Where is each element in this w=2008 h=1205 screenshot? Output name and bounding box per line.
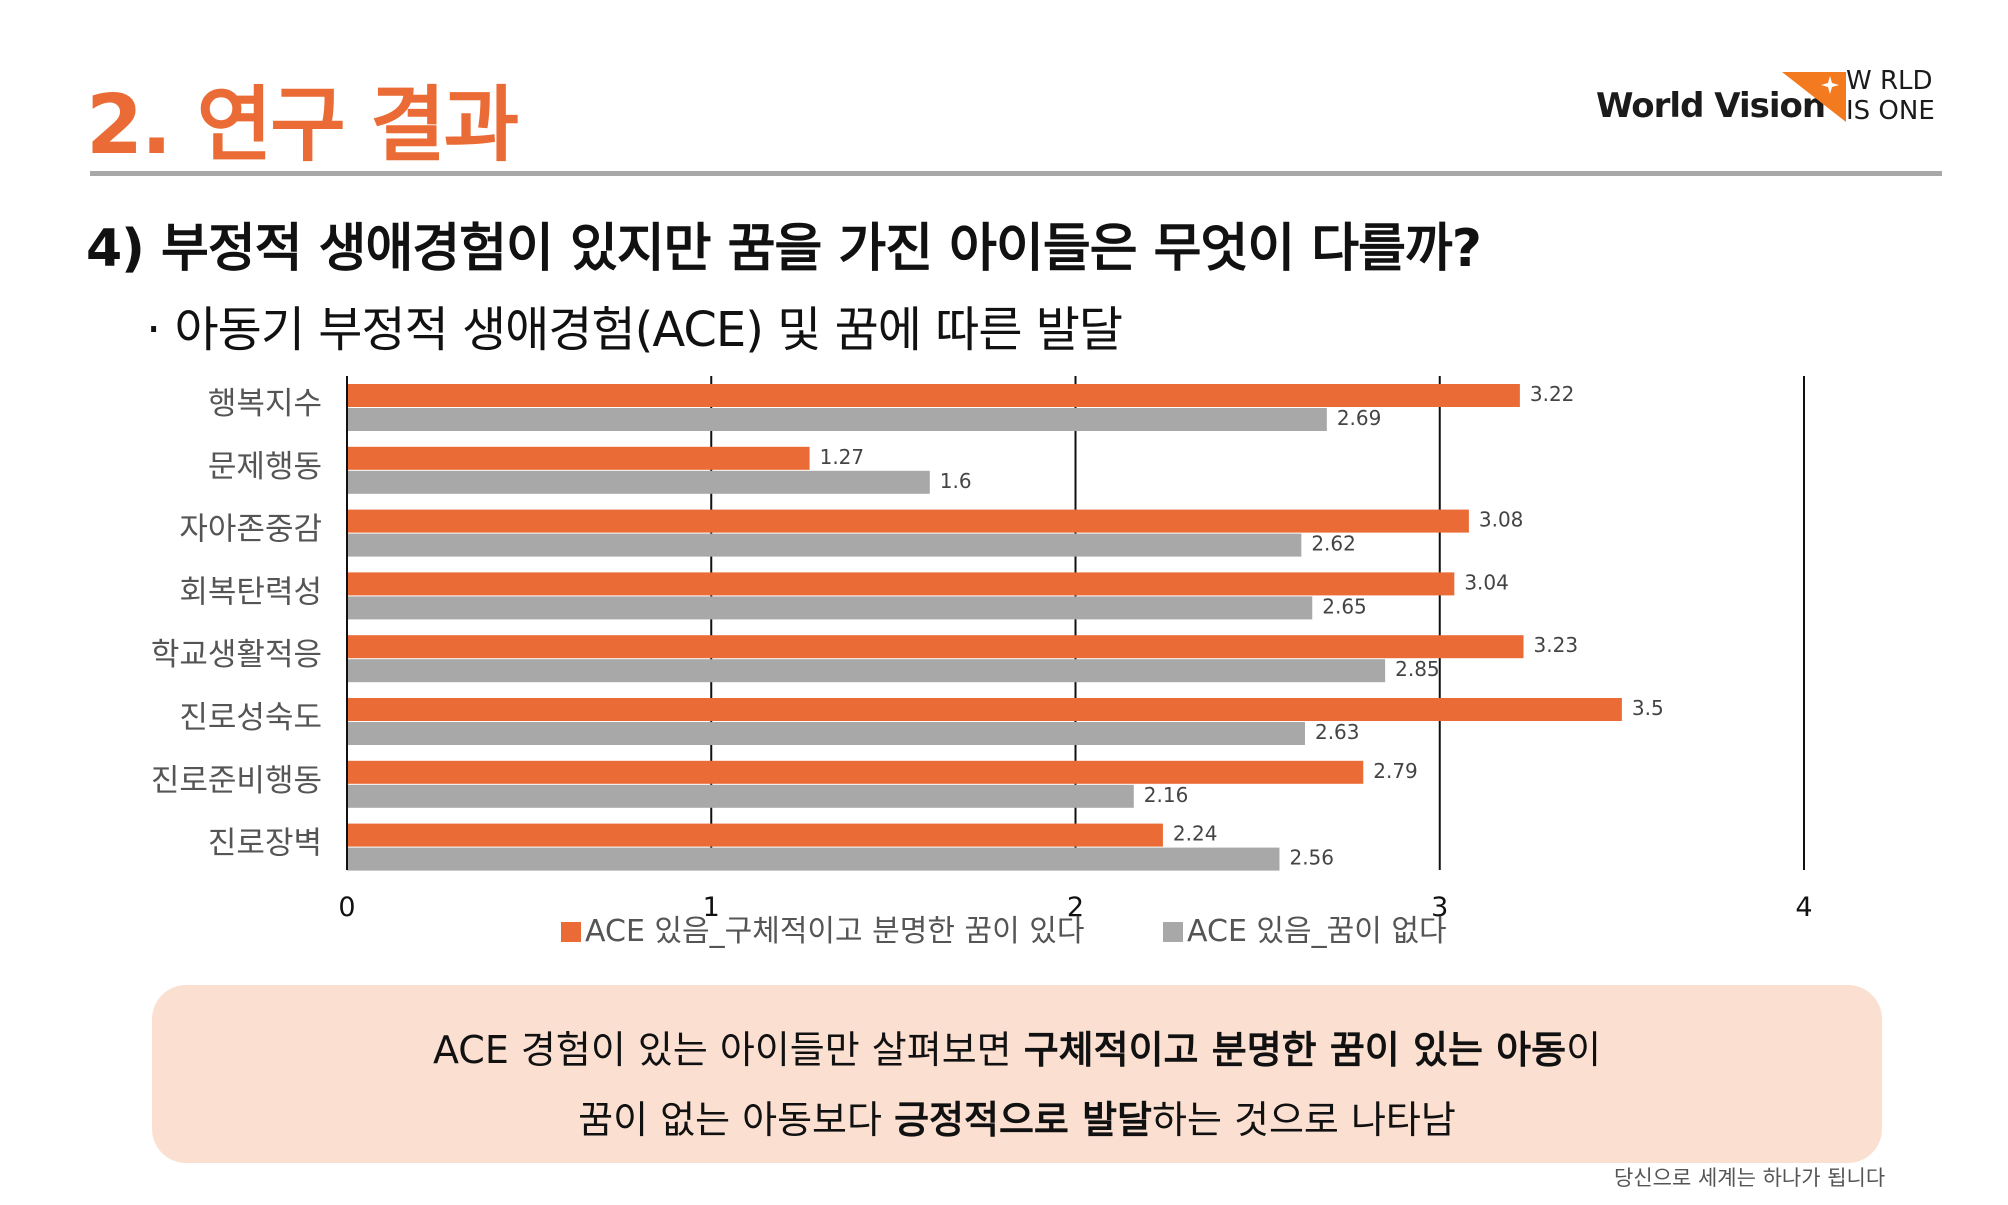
summary-line-1-bold: 구체적이고 분명한 꿈이 있는 아동 bbox=[1023, 1028, 1567, 1072]
logo-tagline-line2: IS ONE bbox=[1846, 96, 1935, 126]
category-label: 진로성숙도 bbox=[179, 700, 322, 736]
bar-chart: 0 1 2 3 4 행복지수 3.22 2.69 문제행동 1.27 1.6 자아존중감 3.08 2.6… bbox=[151, 376, 1813, 949]
section-title: 2. 연구 결과 bbox=[86, 78, 519, 173]
bar-no-dream bbox=[347, 722, 1305, 745]
bar-no-dream bbox=[347, 533, 1302, 557]
logo-star-icon bbox=[1782, 72, 1846, 122]
data-label: 2.62 bbox=[1311, 532, 1356, 556]
x-tick-label: 2 bbox=[1067, 892, 1084, 923]
bar-dream bbox=[347, 446, 810, 470]
chart-subtitle: · 아동기 부정적 생애경험(ACE) 및 꿈에 따른 발달 bbox=[146, 302, 1123, 358]
data-label: 1.27 bbox=[820, 445, 865, 469]
data-label: 2.56 bbox=[1289, 846, 1334, 870]
legend-label: ACE 있음_꿈이 없다 bbox=[1187, 914, 1447, 949]
bar-dream bbox=[347, 823, 1163, 847]
data-label: 3.08 bbox=[1479, 508, 1524, 532]
summary-line-2-bold: 긍정적으로 발달 bbox=[894, 1098, 1153, 1142]
question-heading: 4) 부정적 생애경험이 있지만 꿈을 가진 아이들은 무엇이 다를까? bbox=[86, 219, 1482, 279]
legend-label: ACE 있음_구체적이고 분명한 꿈이 있다 bbox=[585, 914, 1084, 949]
bar-no-dream bbox=[347, 408, 1327, 431]
summary-line-2: 꿈이 없는 아동보다 긍정적으로 발달하는 것으로 나타남 bbox=[152, 1089, 1882, 1144]
category-label: 자아존중감 bbox=[179, 512, 322, 548]
category-label: 진로장벽 bbox=[208, 826, 322, 862]
bar-no-dream bbox=[347, 659, 1386, 683]
data-label: 2.24 bbox=[1173, 822, 1218, 846]
data-label: 3.23 bbox=[1534, 633, 1579, 657]
x-tick-label: 3 bbox=[1431, 892, 1448, 923]
bar-no-dream bbox=[347, 470, 930, 494]
footer-slogan: 당신으로 세계는 하나가 됩니다 bbox=[1614, 1166, 1886, 1190]
logo-tagline: W RLD IS ONE bbox=[1846, 66, 1935, 126]
logo-wordmark: World Vision bbox=[1596, 86, 1826, 126]
summary-line-1-post: 이 bbox=[1566, 1028, 1602, 1072]
category-label: 문제행동 bbox=[208, 449, 322, 485]
category-label: 학교생활적응 bbox=[151, 637, 322, 673]
world-vision-logo: World Vision W RLD IS ONE bbox=[1596, 62, 1956, 132]
legend-swatch bbox=[1163, 922, 1183, 942]
summary-box: ACE 경험이 있는 아이들만 살펴보면 구체적이고 분명한 꿈이 있는 아동이… bbox=[152, 985, 1882, 1163]
summary-line-1-pre: ACE 경험이 있는 아이들만 살펴보면 bbox=[432, 1028, 1024, 1072]
x-tick-label: 0 bbox=[338, 892, 355, 923]
data-label: 2.65 bbox=[1322, 594, 1367, 618]
bar-dream bbox=[347, 384, 1520, 407]
category-label: 행복지수 bbox=[208, 386, 322, 422]
data-label: 3.04 bbox=[1464, 570, 1509, 594]
data-label: 2.85 bbox=[1395, 657, 1440, 681]
bar-dream bbox=[347, 509, 1469, 533]
summary-line-1: ACE 경험이 있는 아이들만 살펴보면 구체적이고 분명한 꿈이 있는 아동이 bbox=[152, 1019, 1882, 1074]
bar-no-dream bbox=[347, 784, 1134, 808]
data-label: 2.79 bbox=[1373, 759, 1418, 783]
data-label: 3.5 bbox=[1632, 696, 1664, 720]
bar-dream bbox=[347, 635, 1524, 659]
logo-tagline-line1: W RLD bbox=[1846, 66, 1933, 96]
header-divider bbox=[90, 171, 1942, 176]
bar-dream bbox=[347, 698, 1622, 721]
bar-dream bbox=[347, 572, 1455, 596]
x-tick-label: 1 bbox=[703, 892, 720, 923]
bar-no-dream bbox=[347, 847, 1280, 871]
bar-dream bbox=[347, 760, 1364, 784]
data-label: 2.63 bbox=[1315, 720, 1360, 744]
category-label: 진로준비행동 bbox=[151, 763, 322, 799]
bar-no-dream bbox=[347, 596, 1313, 620]
summary-line-2-pre: 꿈이 없는 아동보다 bbox=[578, 1098, 895, 1142]
category-label: 회복탄력성 bbox=[179, 574, 322, 610]
data-label: 2.69 bbox=[1337, 406, 1382, 430]
summary-line-2-post: 하는 것으로 나타남 bbox=[1152, 1098, 1456, 1142]
x-tick-label: 4 bbox=[1795, 892, 1812, 923]
data-label: 1.6 bbox=[940, 469, 972, 493]
legend-swatch bbox=[561, 922, 581, 942]
data-label: 2.16 bbox=[1144, 783, 1189, 807]
data-label: 3.22 bbox=[1530, 382, 1575, 406]
